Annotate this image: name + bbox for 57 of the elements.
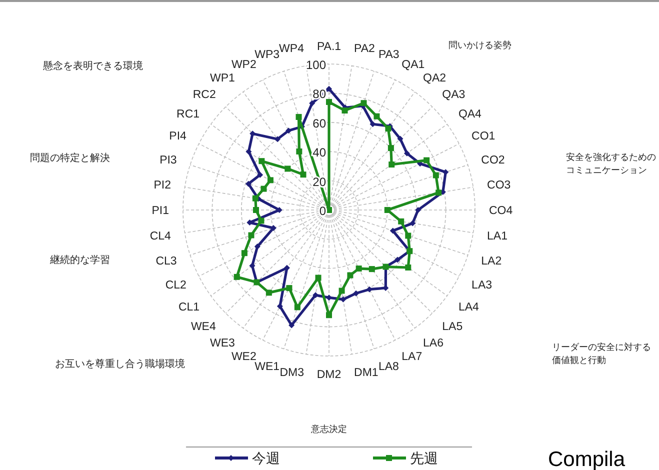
text: 意志決定 xyxy=(310,424,347,434)
spoke-label: WP3 xyxy=(254,49,280,62)
y-tick-label: 40 xyxy=(312,146,326,160)
spoke-label: CL2 xyxy=(165,279,186,292)
text: Compila xyxy=(548,448,626,470)
spoke-label: CO1 xyxy=(472,130,496,143)
spoke-label: LA5 xyxy=(442,320,463,333)
y-tick-label: 60 xyxy=(312,116,326,130)
spoke-label: PI2 xyxy=(154,179,171,192)
y-tick-label: 100 xyxy=(306,58,326,72)
spoke-label: RC2 xyxy=(192,89,216,102)
spoke-label: RC1 xyxy=(176,108,200,121)
spoke-label: LA6 xyxy=(423,338,444,350)
spoke-label: PI1 xyxy=(152,205,169,217)
spoke-label: QA4 xyxy=(458,108,482,121)
text: 問いかける姿勢 xyxy=(448,40,512,50)
spoke-label: CO3 xyxy=(487,179,511,192)
spoke-label: WP4 xyxy=(279,43,305,56)
spoke-label: PI3 xyxy=(160,154,177,166)
spoke-label: DM1 xyxy=(354,366,378,379)
text: リーダーの安全に対する xyxy=(552,342,651,352)
spoke-label: LA2 xyxy=(481,256,502,268)
spoke-label: WP1 xyxy=(210,72,235,84)
spoke-label: CO4 xyxy=(489,205,514,217)
spoke-label: QA3 xyxy=(442,89,466,102)
spoke-label: CL1 xyxy=(178,301,200,314)
spoke-label: LA7 xyxy=(402,351,422,364)
spoke-label: PA2 xyxy=(354,43,375,56)
text: 価値観と行動 xyxy=(552,355,606,365)
spoke-label: CL4 xyxy=(150,230,172,243)
spoke-label: WP2 xyxy=(231,58,256,71)
text: 問題の特定と解決 xyxy=(30,152,110,164)
spoke-label: PA3 xyxy=(378,49,400,62)
text: 継続的な学習 xyxy=(49,254,110,266)
spoke-label: PA.1 xyxy=(316,41,342,53)
legend-label: 今週 xyxy=(252,450,280,466)
spoke-label: WE3 xyxy=(210,338,235,350)
spoke-label: LA8 xyxy=(378,360,399,373)
spoke-label: WE1 xyxy=(254,360,280,373)
text: コミュニケーション xyxy=(566,165,647,175)
text: お互いを尊重し合う職場環境 xyxy=(55,358,185,370)
spoke-label: LA1 xyxy=(487,230,508,243)
spoke-label: WE2 xyxy=(231,351,256,364)
spoke-label: DM2 xyxy=(316,369,342,381)
y-tick-label: 0 xyxy=(319,204,326,218)
legend-label: 先週 xyxy=(410,450,438,466)
spoke-label: CO2 xyxy=(481,154,505,166)
spoke-label: LA4 xyxy=(458,301,480,314)
spoke-label: QA2 xyxy=(423,72,446,84)
text: 安全を強化するための xyxy=(566,152,656,162)
spoke-label: LA3 xyxy=(472,279,492,292)
text: 懸念を表明できる環境 xyxy=(42,60,143,72)
spoke-label: QA1 xyxy=(402,58,425,71)
spoke-label: DM3 xyxy=(280,366,304,379)
spoke-label: WE4 xyxy=(190,320,216,333)
spoke-label: CL3 xyxy=(156,256,177,268)
spoke-label: PI4 xyxy=(169,130,188,143)
